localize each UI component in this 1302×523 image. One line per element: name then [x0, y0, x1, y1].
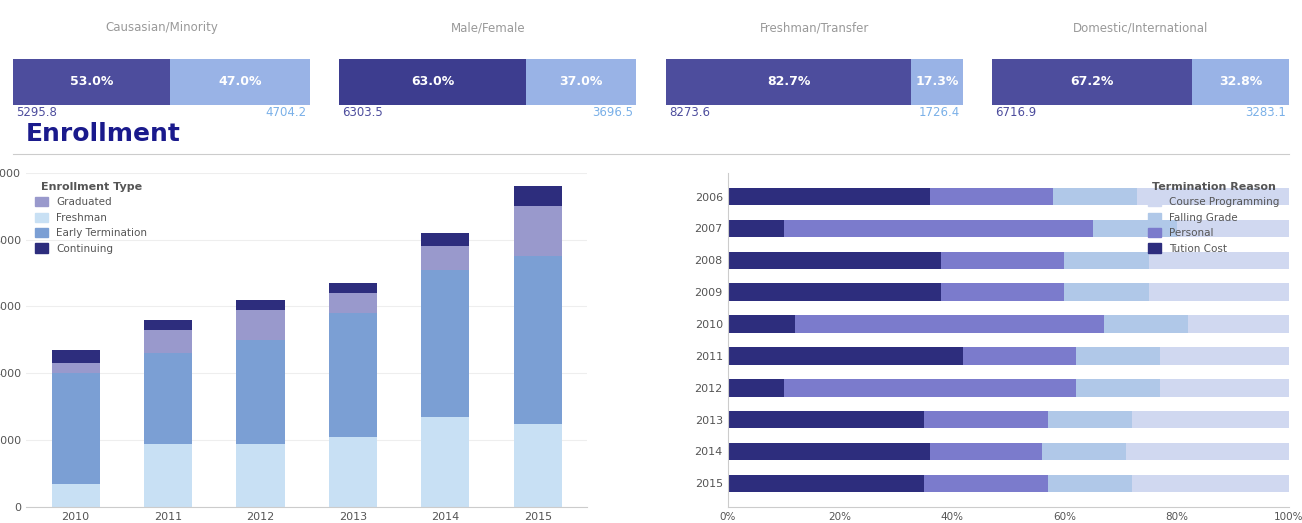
Bar — [1148, 252, 1289, 269]
Bar — [237, 310, 285, 340]
Bar — [422, 246, 470, 270]
Bar — [1148, 283, 1289, 301]
Bar — [237, 340, 285, 444]
Bar — [237, 444, 285, 507]
Bar — [329, 283, 378, 293]
Bar — [1053, 188, 1138, 206]
Text: Enrollment: Enrollment — [26, 122, 181, 146]
Text: 3283.1: 3283.1 — [1245, 106, 1286, 119]
Bar — [329, 437, 378, 507]
Bar — [1187, 315, 1289, 333]
Legend: Graduated, Freshman, Early Termination, Continuing: Graduated, Freshman, Early Termination, … — [31, 178, 151, 258]
Text: 17.3%: 17.3% — [915, 75, 958, 88]
Text: 53.0%: 53.0% — [70, 75, 113, 88]
Bar — [52, 373, 100, 484]
Text: 4704.2: 4704.2 — [266, 106, 307, 119]
Bar — [1048, 474, 1131, 492]
Text: 6716.9: 6716.9 — [995, 106, 1036, 119]
Bar — [422, 270, 470, 417]
Bar — [145, 354, 193, 444]
Text: Domestic/International: Domestic/International — [1073, 21, 1208, 34]
Bar — [526, 59, 637, 105]
Text: 32.8%: 32.8% — [1219, 75, 1262, 88]
Bar — [728, 347, 963, 365]
Bar — [340, 59, 526, 105]
Bar — [237, 300, 285, 310]
Bar — [1065, 283, 1148, 301]
Text: Freshman/Transfer: Freshman/Transfer — [759, 21, 868, 34]
Bar — [1075, 347, 1160, 365]
Bar — [728, 283, 941, 301]
Bar — [1131, 411, 1289, 428]
Bar — [1191, 59, 1289, 105]
Bar — [941, 252, 1065, 269]
Bar — [992, 59, 1191, 105]
Bar — [13, 59, 171, 105]
Bar — [422, 233, 470, 246]
Bar — [1042, 442, 1126, 460]
Bar — [1160, 347, 1289, 365]
Bar — [665, 59, 911, 105]
Text: 1726.4: 1726.4 — [918, 106, 960, 119]
Bar — [1160, 379, 1289, 396]
Bar — [924, 474, 1048, 492]
Text: Causasian/Minority: Causasian/Minority — [105, 21, 217, 34]
Bar — [329, 313, 378, 437]
Text: 6303.5: 6303.5 — [342, 106, 383, 119]
Bar — [52, 363, 100, 373]
Text: Male/Female: Male/Female — [450, 21, 525, 34]
Text: 8273.6: 8273.6 — [669, 106, 710, 119]
Text: 5295.8: 5295.8 — [16, 106, 57, 119]
Text: 3696.5: 3696.5 — [592, 106, 633, 119]
Text: 37.0%: 37.0% — [560, 75, 603, 88]
Bar — [1126, 442, 1289, 460]
Bar — [1177, 220, 1289, 237]
Bar — [728, 315, 796, 333]
Bar — [1104, 315, 1187, 333]
Bar — [784, 379, 1075, 396]
Bar — [784, 220, 1092, 237]
Bar — [796, 315, 1104, 333]
Text: 47.0%: 47.0% — [219, 75, 262, 88]
Bar — [728, 379, 784, 396]
Bar — [52, 484, 100, 507]
Bar — [930, 442, 1042, 460]
Bar — [514, 424, 562, 507]
Bar — [1138, 188, 1289, 206]
Bar — [1092, 220, 1177, 237]
Text: 82.7%: 82.7% — [767, 75, 810, 88]
Bar — [145, 330, 193, 354]
Bar — [1131, 474, 1289, 492]
Bar — [145, 320, 193, 330]
Bar — [728, 252, 941, 269]
Bar — [728, 411, 924, 428]
Bar — [1065, 252, 1148, 269]
Bar — [514, 186, 562, 206]
Bar — [422, 417, 470, 507]
Bar — [514, 206, 562, 256]
Legend: Course Programming, Falling Grade, Personal, Tution Cost: Course Programming, Falling Grade, Perso… — [1144, 178, 1284, 258]
Bar — [145, 444, 193, 507]
Bar — [728, 188, 930, 206]
Bar — [963, 347, 1075, 365]
Bar — [924, 411, 1048, 428]
Bar — [728, 220, 784, 237]
Bar — [911, 59, 962, 105]
Bar — [329, 293, 378, 313]
Bar — [728, 474, 924, 492]
Bar — [514, 256, 562, 424]
Bar — [728, 442, 930, 460]
Text: 63.0%: 63.0% — [411, 75, 454, 88]
Bar — [52, 350, 100, 363]
Bar — [930, 188, 1053, 206]
Bar — [1075, 379, 1160, 396]
Bar — [1048, 411, 1131, 428]
Bar — [941, 283, 1065, 301]
Bar — [171, 59, 310, 105]
Text: 67.2%: 67.2% — [1070, 75, 1113, 88]
